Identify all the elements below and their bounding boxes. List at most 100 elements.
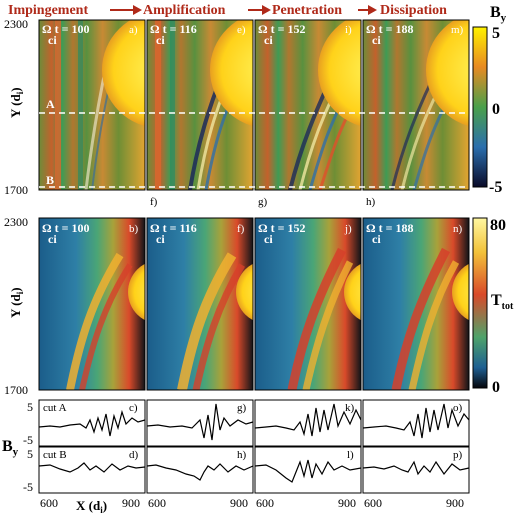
by-panel-map xyxy=(147,20,253,190)
cut-b-trace xyxy=(38,462,146,473)
omega-subscript: ci xyxy=(264,33,273,47)
y-axis-close: ) xyxy=(8,287,23,291)
y-tick: 2300 xyxy=(4,215,28,229)
cut-b-trace xyxy=(254,459,362,483)
omega-symbol: Ω xyxy=(366,221,376,235)
x-tick: 600 xyxy=(364,496,382,510)
panel-id: p) xyxy=(453,449,463,461)
by-colorbar-tick: 5 xyxy=(492,25,500,42)
omega-subscript: ci xyxy=(48,33,57,47)
svg-text:Ω t = 188: Ω t = 188 xyxy=(366,221,413,235)
cut-b-panel xyxy=(254,446,362,494)
x-tick: 900 xyxy=(122,496,140,510)
by-colorbar xyxy=(472,26,488,188)
time-label: Ω t = 152 ci xyxy=(258,22,305,47)
cut-b-panel xyxy=(38,446,146,494)
cut-y-tick: 5 xyxy=(27,447,33,461)
x-tick: 600 xyxy=(256,496,274,510)
omega-symbol: Ω xyxy=(42,221,52,235)
svg-text:Ω t = 116: Ω t = 116 xyxy=(150,221,197,235)
time-prefix: t = xyxy=(379,22,393,36)
time-value: 188 xyxy=(395,221,413,235)
cut-panels: cut A cut B c) g) k) o) d) h) l) p) 5 -5… xyxy=(2,399,470,515)
cut-b-label: B xyxy=(46,173,54,187)
ttot-colorbar xyxy=(472,217,488,389)
svg-text:Ω t = 100: Ω t = 100 xyxy=(42,22,89,36)
y-tick: 1700 xyxy=(4,183,28,197)
panel-id: a) xyxy=(129,24,138,36)
cut-a-trace xyxy=(38,409,146,437)
panel-id: m) xyxy=(451,24,464,36)
by-panel-map xyxy=(255,20,361,190)
y-axis-unit: (d xyxy=(8,294,23,306)
time-label: Ω t = 100 ci xyxy=(42,22,89,47)
time-label: Ω t = 116 ci xyxy=(150,221,197,246)
panel-frame xyxy=(38,217,146,391)
cut-y-tick: 5 xyxy=(27,400,33,414)
panel-id: j) xyxy=(344,223,352,235)
cut-b-trace xyxy=(146,463,254,481)
cut-a-label: A xyxy=(46,97,55,111)
by-panel-map xyxy=(363,20,469,190)
panel-id: h) xyxy=(366,196,376,208)
cut-b-panel xyxy=(146,446,254,494)
panel-id: b) xyxy=(129,223,139,235)
y-axis-symbol: Y xyxy=(8,308,23,318)
time-value: 152 xyxy=(287,221,305,235)
time-prefix: t = xyxy=(55,22,69,36)
omega-subscript: ci xyxy=(156,232,165,246)
time-value: 152 xyxy=(287,22,305,36)
panel-id: i) xyxy=(345,24,352,36)
x-tick: 900 xyxy=(230,496,248,510)
by-sub: y xyxy=(501,12,507,24)
svg-text:Ω t = 188: Ω t = 188 xyxy=(366,22,413,36)
cut-b-row-label: cut B xyxy=(43,449,67,461)
ttot-panels-row: Ω t = 100 ci Ω t = 116 ci Ω t = 152 ci Ω… xyxy=(4,215,514,397)
omega-subscript: ci xyxy=(372,232,381,246)
ttot-panel-map xyxy=(255,218,361,390)
omega-symbol: Ω xyxy=(258,22,268,36)
ttot-colorbar-title: Ttot xyxy=(491,292,514,312)
cut-b-trace xyxy=(362,460,470,476)
y-axis-symbol: Y xyxy=(8,108,23,118)
phase-label-dissipation: Dissipation xyxy=(380,3,447,18)
x-axis-close: ) xyxy=(103,498,107,513)
y-axis-label: Y (di) xyxy=(8,87,25,118)
omega-subscript: ci xyxy=(156,33,165,47)
x-tick: 900 xyxy=(446,496,464,510)
panel-id: e) xyxy=(237,24,246,36)
svg-text:Ω t = 152: Ω t = 152 xyxy=(258,22,305,36)
cut-a-trace xyxy=(146,403,254,441)
panel-frame xyxy=(362,217,470,391)
panel-id: k) xyxy=(345,402,355,414)
svg-text:Ω t = 152: Ω t = 152 xyxy=(258,221,305,235)
x-tick: 900 xyxy=(338,496,356,510)
by-colorbar-tick: -5 xyxy=(489,179,502,196)
cut-a-panel xyxy=(146,399,254,447)
time-value: 188 xyxy=(395,22,413,36)
phase-label-impingement: Impingement xyxy=(8,3,88,18)
phase-label-amplification: Amplification xyxy=(143,3,226,18)
cut-a-panel xyxy=(254,399,362,447)
ttot-panel-map xyxy=(363,218,469,390)
panel-id: g) xyxy=(237,402,247,414)
panel-id: d) xyxy=(129,449,139,461)
panel-id: h) xyxy=(237,449,247,461)
panel-id: g) xyxy=(258,196,268,208)
time-label: Ω t = 188 ci xyxy=(366,22,413,47)
omega-symbol: Ω xyxy=(150,22,160,36)
time-label: Ω t = 116 ci xyxy=(150,22,197,47)
ttot-panel-map xyxy=(147,218,253,390)
panel-id: f) xyxy=(150,196,158,208)
by-colorbar-title: By xyxy=(490,4,507,24)
time-prefix: t = xyxy=(163,221,177,235)
cut-y-tick: -5 xyxy=(23,433,33,447)
cut-y-symbol: B xyxy=(2,438,13,455)
cut-y-tick: -5 xyxy=(23,480,33,494)
time-prefix: t = xyxy=(163,22,177,36)
y-tick: 1700 xyxy=(4,383,28,397)
phase-arrowhead xyxy=(133,5,142,15)
cut-y-axis-label: By xyxy=(2,438,19,458)
ttot-sub: tot xyxy=(502,301,514,312)
omega-symbol: Ω xyxy=(150,221,160,235)
